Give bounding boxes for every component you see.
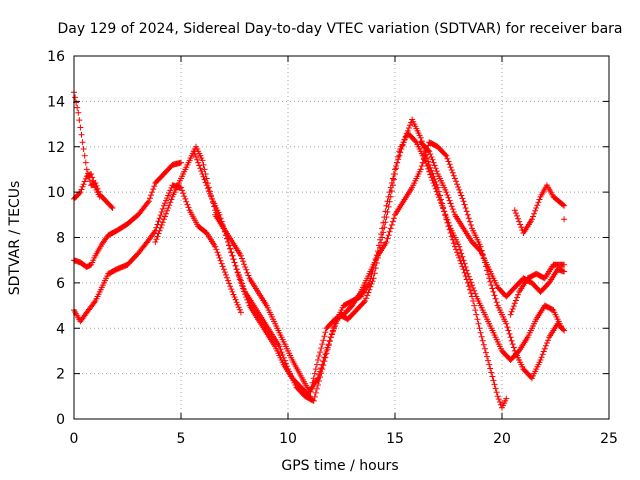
chart-title: Day 129 of 2024, Sidereal Day-to-day VTE… [57, 21, 622, 37]
x-tick-label: 20 [493, 431, 511, 447]
plus-markers-track-e [152, 116, 510, 411]
axis-ticks: 0 5 10 15 20 25 0 2 4 6 8 10 12 14 16 [47, 49, 618, 447]
plus-markers-track-g [212, 139, 568, 400]
x-tick-label: 5 [177, 431, 186, 447]
x-tick-label: 15 [386, 431, 404, 447]
y-tick-label: 12 [47, 140, 65, 156]
plus-markers-track-h [417, 139, 568, 300]
y-tick-label: 14 [47, 94, 65, 110]
y-tick-label: 8 [56, 231, 65, 247]
y-tick-label: 2 [56, 367, 65, 383]
y-tick-label: 4 [56, 321, 65, 337]
x-tick-label: 25 [600, 431, 618, 447]
series-track-i [507, 261, 568, 318]
y-tick-label: 6 [56, 276, 65, 292]
y-tick-label: 10 [47, 185, 65, 201]
series-track-h [417, 139, 568, 300]
series-track-e [152, 116, 510, 411]
x-tick-label: 0 [70, 431, 79, 447]
x-tick-label: 10 [279, 431, 297, 447]
x-axis-label: GPS time / hours [281, 458, 398, 474]
y-axis-label: SDTVAR / TECUs [7, 181, 23, 296]
y-tick-label: 16 [47, 49, 65, 65]
data-marks [71, 89, 568, 411]
plus-markers-track-i [507, 261, 568, 318]
series-track-g [212, 139, 568, 400]
plus-markers-track-j [511, 182, 568, 236]
series-track-j [511, 182, 568, 236]
grid-lines [74, 56, 609, 419]
y-tick-label: 0 [56, 412, 65, 428]
